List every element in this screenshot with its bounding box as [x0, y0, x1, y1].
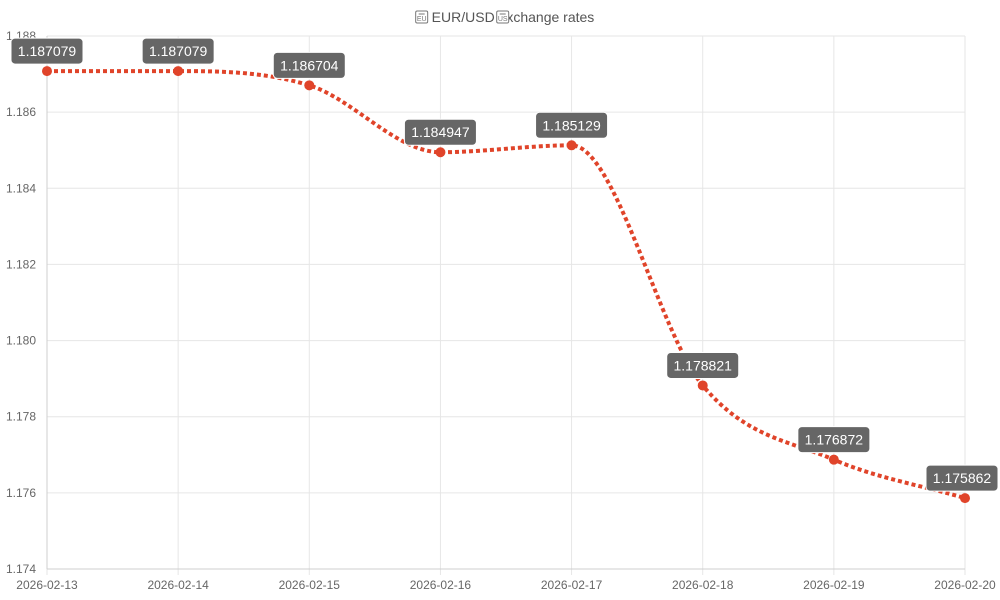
data-label-box — [272, 51, 346, 79]
data-label-box — [666, 351, 740, 379]
y-tick-label: 1.178 — [6, 410, 36, 424]
x-tick-label: 2026-02-20 — [934, 578, 996, 592]
data-label-text: 1.185129 — [542, 117, 601, 133]
data-label-text: 1.175862 — [933, 470, 992, 486]
data-label-text: 1.176872 — [805, 432, 864, 448]
x-tick-label: 2026-02-17 — [541, 578, 603, 592]
data-label: 1.187079 — [10, 37, 84, 65]
data-points — [42, 66, 970, 504]
x-tick-label: 2026-02-16 — [410, 578, 472, 592]
data-label-box — [403, 118, 477, 146]
data-point — [960, 493, 970, 504]
data-point — [828, 454, 839, 465]
eu-flag-icon: EU — [415, 10, 429, 24]
data-label-box — [797, 426, 871, 454]
x-tick-label: 2026-02-19 — [803, 578, 865, 592]
svg-text:US: US — [498, 16, 508, 23]
data-point — [304, 80, 315, 91]
x-tick-label: 2026-02-14 — [147, 578, 209, 592]
y-tick-label: 1.184 — [6, 181, 36, 195]
data-labels: 1.187079 1.187079 1.186704 1.184947 1.185129… — [10, 37, 999, 492]
svg-text:EU: EU — [417, 16, 427, 23]
y-tick-label: 1.182 — [6, 257, 36, 271]
x-tick-label: 2026-02-13 — [16, 578, 78, 592]
data-point — [173, 66, 184, 77]
data-label: 1.175862 — [925, 464, 999, 492]
data-label: 1.186704 — [272, 51, 346, 79]
data-label: 1.184947 — [403, 118, 477, 146]
data-point — [566, 140, 577, 151]
data-label-box — [535, 111, 609, 139]
data-point — [42, 66, 52, 77]
data-label-text: 1.186704 — [280, 57, 339, 73]
data-label: 1.178821 — [666, 351, 740, 379]
data-label-text: 1.184947 — [411, 124, 470, 140]
y-tick-label: 1.174 — [6, 562, 36, 576]
data-label: 1.187079 — [141, 37, 215, 65]
chart-title: EUR/USD exchange rates EU US — [415, 9, 595, 25]
grid — [46, 35, 966, 575]
data-label-text: 1.178821 — [674, 357, 733, 373]
x-tick-label: 2026-02-18 — [672, 578, 734, 592]
data-label: 1.176872 — [797, 426, 871, 454]
y-tick-label: 1.180 — [6, 334, 36, 348]
chart-title-text: EUR/USD exchange rates — [432, 9, 595, 25]
data-label-box — [141, 37, 215, 65]
data-label-text: 1.187079 — [149, 43, 208, 59]
data-label-box — [10, 37, 84, 65]
axes: 1.1741.1761.1781.1801.1821.1841.1861.188… — [6, 29, 996, 592]
chart-title-part-2: exchange rates — [499, 9, 595, 25]
data-label-text: 1.187079 — [18, 43, 77, 59]
chart-title-part-1: EUR/USD — [432, 9, 499, 25]
y-tick-label: 1.186 — [6, 105, 36, 119]
data-label-box — [925, 464, 999, 492]
data-label: 1.185129 — [535, 111, 609, 139]
data-point — [435, 147, 446, 158]
x-tick-label: 2026-02-15 — [279, 578, 341, 592]
y-tick-label: 1.176 — [6, 486, 36, 500]
us-flag-icon: US — [496, 10, 510, 24]
data-point — [697, 380, 708, 391]
